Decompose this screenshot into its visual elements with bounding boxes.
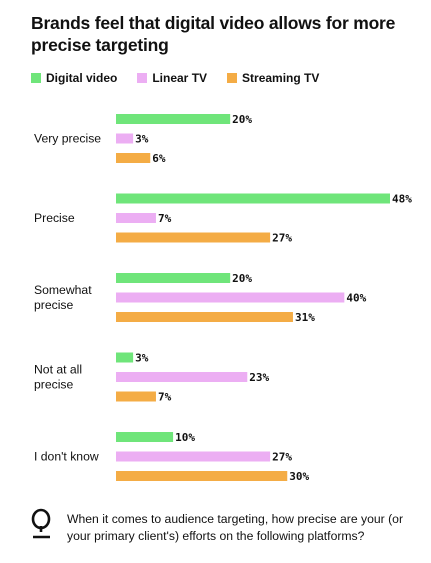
legend-swatch [227, 73, 238, 83]
bar [116, 232, 271, 243]
data-label: 7% [158, 212, 172, 225]
data-label: 40% [346, 292, 366, 305]
bar [116, 114, 231, 124]
bar [116, 372, 248, 382]
legend-label: Streaming TV [242, 71, 320, 85]
category-label: Somewhat precise [34, 283, 92, 312]
category-label: I don't know [34, 450, 99, 464]
category-label: Not at all precise [34, 363, 82, 392]
data-label: 3% [135, 133, 149, 146]
q-letter-icon [31, 508, 51, 539]
data-label: 48% [392, 193, 412, 206]
data-label: 10% [175, 431, 195, 444]
bar [116, 451, 271, 462]
data-label: 23% [249, 371, 269, 384]
data-label: 30% [289, 470, 309, 483]
bar [116, 292, 345, 303]
bar [116, 471, 288, 481]
question-footer: When it comes to audience targeting, how… [31, 508, 407, 545]
bar-chart: Very precise20%3%6%Precise48%7%27%Somewh… [34, 113, 412, 483]
legend: Digital video Linear TV Streaming TV [31, 71, 339, 85]
data-label: 20% [232, 272, 252, 285]
data-label: 6% [152, 152, 166, 165]
legend-item-streaming-tv: Streaming TV [227, 71, 319, 85]
data-label: 20% [232, 113, 252, 126]
category-label: Very precise [34, 132, 101, 146]
bar [116, 432, 174, 442]
chart-title: Brands feel that digital video allows fo… [31, 13, 396, 55]
bar [116, 153, 151, 163]
legend-swatch [137, 73, 148, 83]
bar [116, 133, 134, 144]
legend-item-linear-tv: Linear TV [137, 71, 207, 85]
legend-label: Linear TV [152, 71, 208, 85]
question-text: When it comes to audience targeting, how… [67, 512, 404, 543]
data-label: 3% [135, 352, 149, 365]
legend-item-digital-video: Digital video [31, 71, 117, 85]
data-label: 31% [295, 311, 315, 324]
bar [116, 193, 390, 204]
bar [116, 391, 156, 402]
legend-label: Digital video [46, 71, 118, 85]
data-label: 27% [272, 451, 292, 464]
bar [116, 312, 293, 322]
bar [116, 273, 231, 283]
data-label: 27% [272, 232, 292, 245]
bar [116, 352, 134, 363]
bar [116, 213, 156, 223]
category-label: Precise [34, 211, 75, 225]
legend-swatch [31, 73, 41, 83]
data-label: 7% [158, 391, 172, 404]
